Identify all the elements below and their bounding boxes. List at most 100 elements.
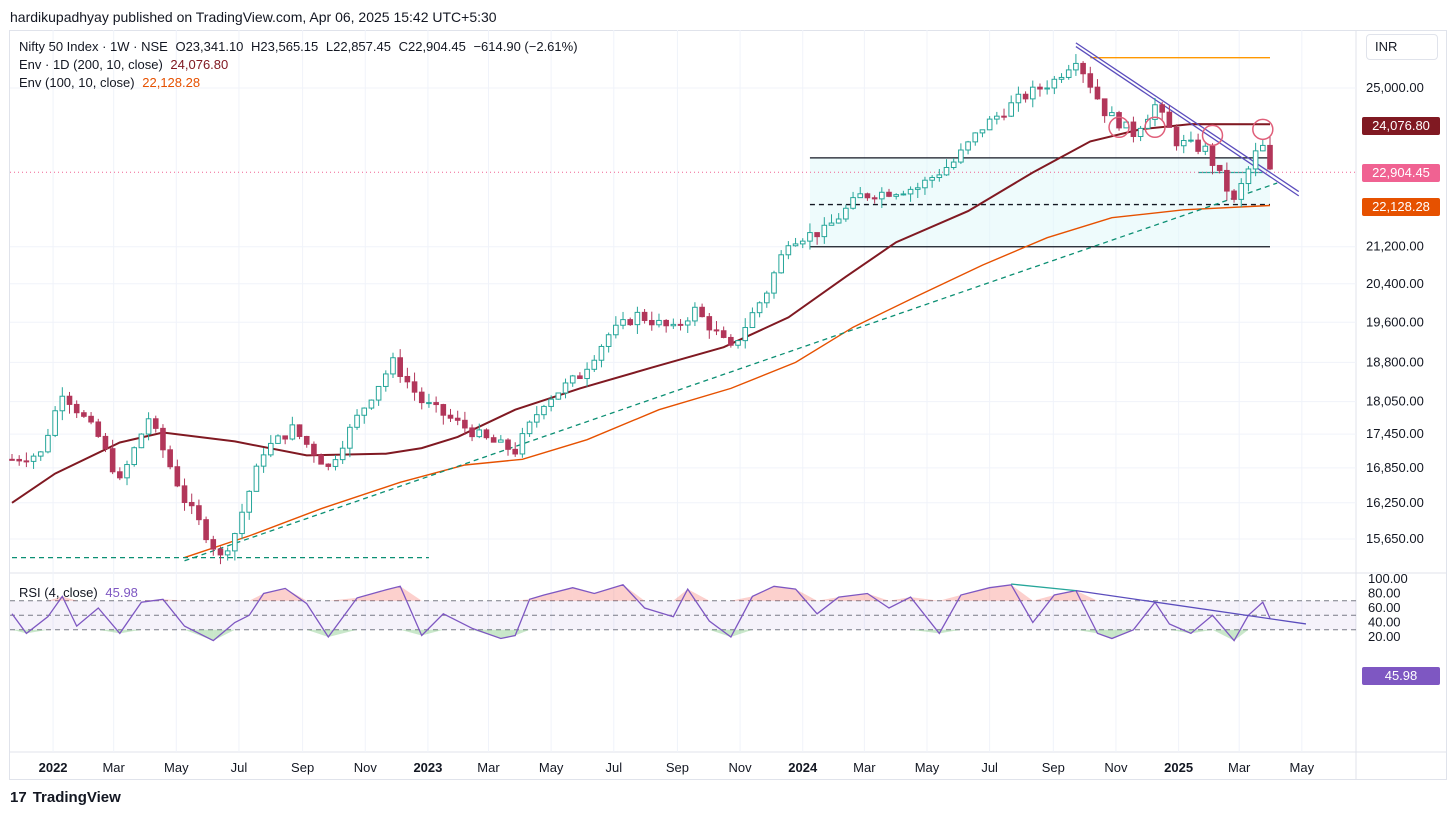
rsi-label: RSI (4, close) xyxy=(19,585,98,600)
rsi-overbought-fill xyxy=(285,588,307,601)
candle-body xyxy=(1022,93,1029,100)
candle-body xyxy=(1116,112,1122,129)
candle-body xyxy=(893,194,899,197)
rsi-oversold-fill xyxy=(730,629,753,637)
rsi-overbought-fill xyxy=(673,589,688,601)
close-value: C22,904.45 xyxy=(398,39,466,54)
symbol-label: Nifty 50 Index · 1W · NSE xyxy=(19,39,168,54)
candle-body xyxy=(807,232,813,242)
rsi-line xyxy=(11,584,1271,642)
time-axis-label: 2024 xyxy=(788,760,818,775)
candle-body xyxy=(1015,93,1022,104)
brand-name: TradingView xyxy=(32,789,121,806)
rsi-overbought-fill xyxy=(752,586,774,601)
candle-body xyxy=(1101,98,1108,117)
candle-body xyxy=(246,490,253,513)
candle-body xyxy=(375,385,382,401)
env200-legend[interactable]: Env · 1D (200, 10, close) 24,076.80 xyxy=(19,57,232,72)
candle-body xyxy=(936,174,943,179)
candle-body xyxy=(253,465,260,492)
candle-body xyxy=(318,454,324,465)
candle-body xyxy=(505,439,511,450)
candle-body xyxy=(879,191,885,200)
candle-body xyxy=(541,405,547,416)
candle-body xyxy=(620,319,626,326)
price-axis-label: 25,000.00 xyxy=(1366,80,1424,95)
highlight-circle xyxy=(1144,116,1166,139)
candle-body xyxy=(1166,111,1173,128)
rsi-overbought-fill xyxy=(543,587,573,601)
candle-body xyxy=(677,323,684,326)
candle-body xyxy=(37,451,44,457)
candle-body xyxy=(835,218,842,224)
time-axis-label: Jul xyxy=(605,760,622,775)
candle-body xyxy=(1267,144,1273,170)
candle-body xyxy=(462,419,468,429)
candle-body xyxy=(821,224,828,238)
candle-body xyxy=(23,460,30,463)
candle-body xyxy=(347,426,353,449)
candle-body xyxy=(275,435,281,444)
rsi-overbought-fill xyxy=(939,594,961,601)
candle-body xyxy=(196,505,202,521)
candle-body xyxy=(1180,140,1187,147)
rsi-axis-label: 80.00 xyxy=(1368,586,1401,601)
candle-body xyxy=(1065,69,1072,78)
env100-label: Env (100, 10, close) xyxy=(19,75,135,90)
candle-body xyxy=(303,435,310,445)
candle-body xyxy=(289,424,296,440)
rsi-overbought-fill xyxy=(1054,590,1076,601)
rsi-overbought-fill xyxy=(1075,590,1098,601)
trend-line-falling-resistance-2 xyxy=(1075,46,1300,197)
rsi-trend-line xyxy=(1011,583,1076,592)
time-axis-label: May xyxy=(915,760,940,775)
rsi-overbought-fill xyxy=(773,586,796,601)
candle-body xyxy=(1001,115,1007,118)
candle-body xyxy=(914,187,921,190)
rsi-oversold-fill xyxy=(213,629,235,641)
candle-body xyxy=(88,415,94,423)
candle-body xyxy=(634,311,641,326)
candle-body xyxy=(598,345,605,361)
rsi-oversold-fill xyxy=(500,629,516,639)
tradingview-brand[interactable]: 17 TradingView xyxy=(10,789,121,806)
candle-body xyxy=(692,306,698,322)
price-axis-label: 19,600.00 xyxy=(1366,314,1424,329)
currency-button[interactable]: INR xyxy=(1366,34,1438,60)
rsi-oversold-fill xyxy=(328,629,358,637)
candle-body xyxy=(131,447,138,466)
candle-body xyxy=(1252,150,1259,170)
candle-body xyxy=(188,501,195,507)
time-axis-label: 2023 xyxy=(413,760,442,775)
rsi-overbought-fill xyxy=(594,584,624,601)
open-value: O23,341.10 xyxy=(175,39,244,54)
candle-body xyxy=(922,179,928,189)
rsi-oversold-fill xyxy=(1212,629,1235,641)
env100-legend[interactable]: Env (100, 10, close) 22,128.28 xyxy=(19,75,204,90)
candle-body xyxy=(764,292,770,304)
candle-body xyxy=(383,373,389,387)
candle-body xyxy=(555,392,562,400)
consolidation-zone xyxy=(809,157,1270,247)
rsi-legend[interactable]: RSI (4, close) 45.98 xyxy=(19,585,142,600)
rsi-oversold-fill xyxy=(939,629,961,634)
candle-body xyxy=(749,312,756,329)
candle-body xyxy=(296,424,303,437)
candle-body xyxy=(1080,62,1086,75)
time-axis-label: Jul xyxy=(231,760,248,775)
candle-body xyxy=(706,316,713,331)
candle-body xyxy=(720,330,727,338)
time-axis-label: Jul xyxy=(981,760,998,775)
candle-body xyxy=(584,368,590,380)
candle-body xyxy=(627,319,634,326)
candle-body xyxy=(907,188,914,195)
chart-frame xyxy=(9,30,1447,780)
candle-body xyxy=(498,439,504,443)
symbol-legend[interactable]: Nifty 50 Index · 1W · NSE O23,341.10 H23… xyxy=(19,39,582,54)
candle-body xyxy=(1195,139,1201,152)
candle-body xyxy=(117,471,123,479)
change-value: −614.90 (−2.61%) xyxy=(473,39,578,54)
candle-body xyxy=(217,548,224,556)
highlight-circle xyxy=(1252,118,1274,141)
